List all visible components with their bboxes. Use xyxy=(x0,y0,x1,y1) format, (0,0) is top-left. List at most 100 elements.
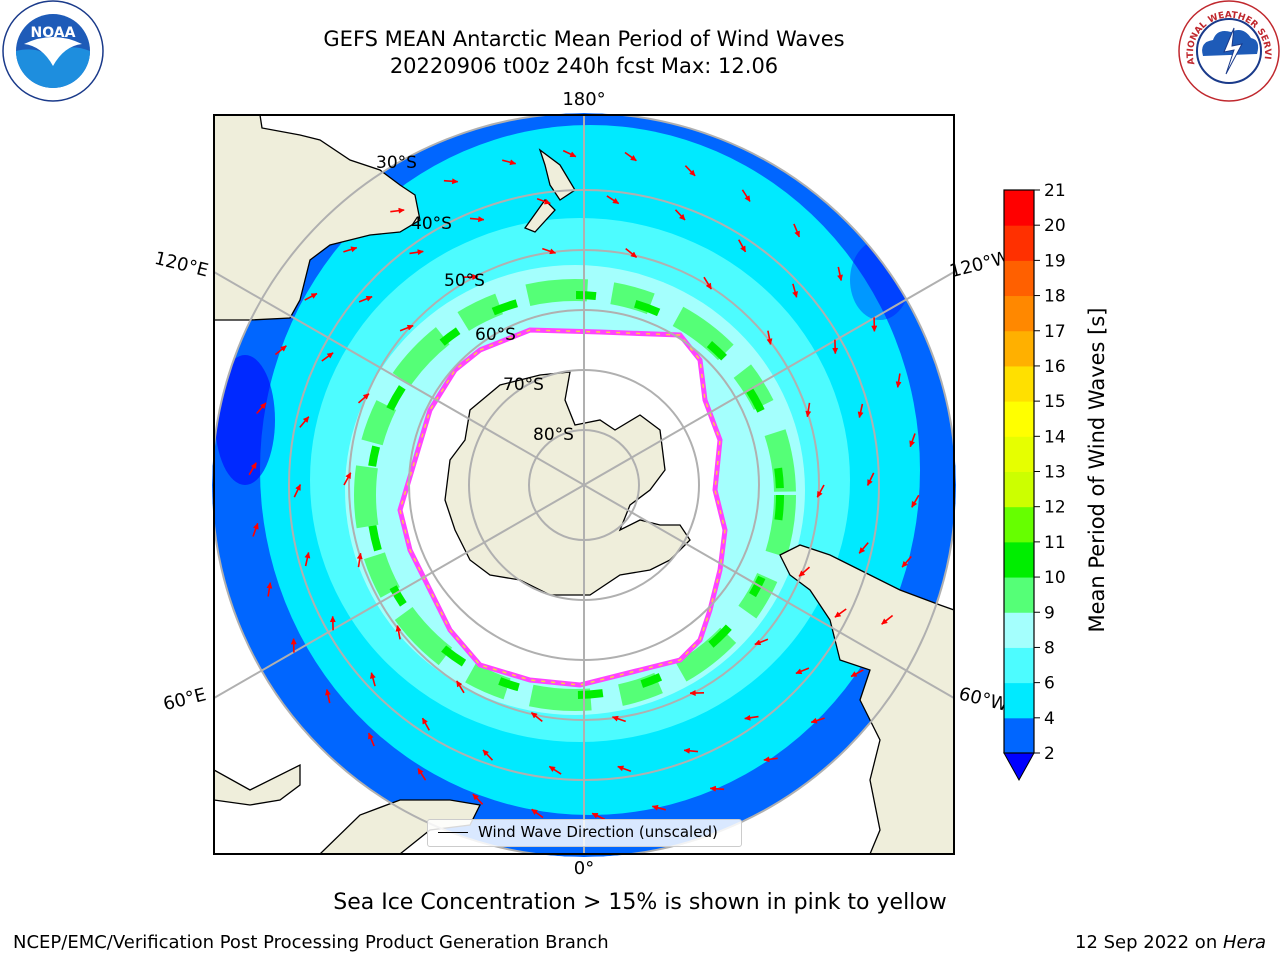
wind-wave-arrow-head xyxy=(763,756,770,763)
colorbar-tick-label: 17 xyxy=(1044,322,1066,342)
colorbar-under-triangle xyxy=(1003,752,1035,782)
wind-wave-arrow-head xyxy=(744,714,751,721)
colorbar-tick-label: 20 xyxy=(1044,216,1066,236)
colorbar-segment xyxy=(1004,717,1034,754)
colorbar-tick-label: 6 xyxy=(1044,674,1055,694)
wind-wave-arrow-head xyxy=(709,785,716,792)
wind-wave-arrow-head xyxy=(810,717,818,724)
wind-wave-arrow-head xyxy=(530,712,538,719)
lon-label-60e: 60°E xyxy=(161,684,208,715)
colorbar-tick-label: 12 xyxy=(1044,498,1066,518)
footer-date: 12 Sep 2022 on Hera xyxy=(1075,932,1266,953)
wind-wave-arrow-head xyxy=(630,251,638,258)
lat-label-80s: 80°S xyxy=(533,425,574,445)
wind-wave-arrow-head xyxy=(250,462,257,470)
wind-wave-arrow-head xyxy=(329,615,336,623)
wind-wave-arrow-head xyxy=(867,479,873,487)
colorbar-segment xyxy=(1004,577,1034,613)
colorbar-segment xyxy=(1004,330,1034,367)
wind-wave-arrow-head xyxy=(472,273,479,281)
wind-wave-arrow-head xyxy=(850,671,858,677)
wind-wave-arrow-head xyxy=(266,582,273,589)
wind-wave-arrow-head xyxy=(805,410,812,418)
colorbar-segment xyxy=(1004,436,1034,472)
antarctica-land xyxy=(444,371,691,596)
colorbar-tick-label: 15 xyxy=(1044,392,1066,412)
wind-wave-arrow-head xyxy=(689,169,696,177)
wind-wave-arrow-head xyxy=(478,216,485,223)
colorbar-tick-label: 10 xyxy=(1044,568,1066,588)
legend-line-swatch xyxy=(438,832,468,833)
wind-wave-arrow-head xyxy=(591,813,599,819)
wind-wave-arrow-head xyxy=(259,402,267,410)
colorbar-segment xyxy=(1004,190,1034,226)
wind-wave-arrow-head xyxy=(531,808,538,816)
wind-wave-arrow-head xyxy=(417,249,424,256)
wind-wave-arrow-head xyxy=(422,717,428,725)
wind-wave-arrow-head xyxy=(295,483,301,491)
lon-label-180: 180° xyxy=(562,89,605,110)
wind-wave-arrow-head xyxy=(817,490,823,498)
colorbar-tick-label: 14 xyxy=(1044,427,1066,447)
wind-wave-arrow-head xyxy=(302,416,310,423)
wind-wave-arrow-head xyxy=(509,159,517,166)
wind-wave-arrow-head xyxy=(365,295,373,302)
sea-ice-edge-yellow xyxy=(399,329,726,686)
colorbar-segment xyxy=(1004,506,1034,543)
wind-wave-arrow-head xyxy=(683,747,690,754)
wind-wave-arrow-head xyxy=(871,325,878,332)
wind-wave-arrow-head xyxy=(651,804,659,811)
wind-wave-arrow-head xyxy=(398,207,405,214)
wind-wave-arrow-head xyxy=(766,338,773,346)
wind-wave-arrow-head xyxy=(909,440,916,448)
lat-label-40s: 40°S xyxy=(411,214,452,234)
colorbar-segment xyxy=(1004,365,1034,402)
wind-wave-arrow-head xyxy=(482,749,490,757)
lat-label-30s: 30°S xyxy=(376,153,417,173)
wind-wave-arrow-head xyxy=(310,293,318,299)
wind-wave-arrow-head xyxy=(356,552,363,560)
colorbar-tick-label: 8 xyxy=(1044,638,1055,658)
wind-wave-arrow-head xyxy=(689,689,696,697)
wind-wave-arrow-head xyxy=(798,570,806,577)
colorbar-tick-label: 13 xyxy=(1044,463,1066,483)
wind-wave-arrow-head xyxy=(857,411,864,419)
lat-label-60s: 60°S xyxy=(475,325,516,345)
colorbar-segment xyxy=(1004,471,1034,508)
wind-wave-arrows xyxy=(248,149,920,821)
wind-wave-arrow-head xyxy=(252,522,259,530)
wind-wave-arrow-head xyxy=(740,245,746,253)
wind-wave-arrow-head xyxy=(792,291,799,298)
wind-wave-arrow-head xyxy=(794,230,800,238)
wind-wave-arrow-head xyxy=(881,618,888,625)
wind-wave-arrow-head xyxy=(754,639,762,646)
colorbar-segment xyxy=(1004,682,1034,719)
chart-title: GEFS MEAN Antarctic Mean Period of Wind … xyxy=(323,27,845,51)
colorbar-tick-label: 16 xyxy=(1044,357,1066,377)
noaa-logo-text: NOAA xyxy=(31,25,76,41)
wind-wave-arrow-head xyxy=(395,624,402,632)
map-frame-border xyxy=(213,114,955,855)
colorbar-tick-label: 9 xyxy=(1044,603,1055,623)
wind-wave-arrow-head xyxy=(368,732,374,740)
colorbar-segment xyxy=(1004,295,1034,332)
wind-wave-arrow-head xyxy=(304,551,311,559)
wind-wave-arrow-head xyxy=(325,688,331,696)
colorbar-segment xyxy=(1004,401,1034,437)
wind-wave-arrow-head xyxy=(901,560,909,568)
wind-wave-arrow-head xyxy=(834,611,842,618)
wind-wave-arrow-head xyxy=(837,274,843,282)
wind-wave-arrow-head xyxy=(280,345,287,352)
colorbar-tick-label: 2 xyxy=(1044,744,1055,764)
colorbar-segment xyxy=(1004,225,1034,261)
colorbar-segment xyxy=(1004,260,1034,297)
wind-wave-arrow-head xyxy=(362,393,370,400)
colorbar-segment xyxy=(1004,612,1034,648)
wind-wave-arrow-head xyxy=(350,246,358,253)
wind-wave-arrow-head xyxy=(452,178,459,185)
legend-label: Wind Wave Direction (unscaled) xyxy=(478,823,718,841)
colorbar-segment xyxy=(1004,647,1034,684)
noaa-logo: NOAA xyxy=(2,0,104,102)
wind-wave-arrow-head xyxy=(611,715,619,722)
